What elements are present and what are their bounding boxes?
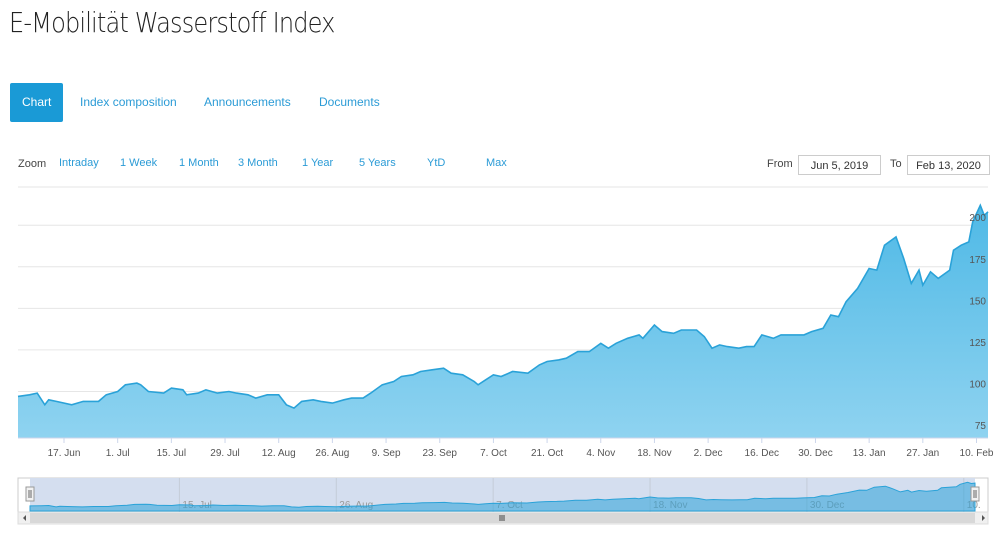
y-tick-label: 75: [975, 421, 987, 432]
zoom-option[interactable]: 3 Month: [238, 157, 278, 169]
area: [18, 205, 988, 438]
zoom-option[interactable]: 1 Month: [179, 157, 219, 169]
y-tick-label: 200: [969, 213, 986, 224]
zoom-option[interactable]: Max: [486, 157, 507, 169]
zoom-option[interactable]: 1 Week: [120, 157, 158, 169]
x-tick-label: 9. Sep: [372, 448, 401, 459]
navigator-area: [29, 481, 976, 512]
zoom-option[interactable]: 5 Years: [359, 157, 396, 169]
x-tick-label: 13. Jan: [853, 448, 886, 459]
x-tick-label: 12. Aug: [262, 448, 296, 459]
scroll-left-arrow[interactable]: [23, 515, 26, 521]
zoom-option[interactable]: YtD: [427, 157, 446, 169]
page-title: E-Mobilität Wasserstoff Index: [9, 6, 335, 39]
x-tick-label: 18. Nov: [637, 448, 671, 459]
x-tick-label: 23. Sep: [422, 448, 457, 459]
x-tick-label: 2. Dec: [694, 448, 723, 459]
zoom-option[interactable]: 1 Year: [302, 157, 334, 169]
x-tick-label: 16. Dec: [745, 448, 779, 459]
to-label: To: [890, 158, 902, 170]
tab[interactable]: Announcements: [204, 95, 291, 109]
y-tick-label: 150: [969, 296, 986, 307]
from-date-input[interactable]: Jun 5, 2019: [798, 155, 881, 175]
y-tick-label: 175: [969, 255, 986, 266]
tab[interactable]: Chart: [10, 83, 64, 122]
x-tick-label: 27. Jan: [906, 448, 939, 459]
zoom-option[interactable]: Intraday: [59, 157, 99, 169]
tab[interactable]: Documents: [319, 95, 380, 109]
line: [17, 203, 989, 410]
x-tick-label: 21. Oct: [531, 448, 563, 459]
scrollbar-grip: [499, 515, 505, 521]
navigator-handle-grip: [973, 490, 977, 498]
y-tick-label: 125: [969, 338, 986, 349]
x-tick-label: 17. Jun: [48, 448, 81, 459]
from-label: From: [767, 158, 793, 170]
x-tick-label: 4. Nov: [586, 448, 615, 459]
x-tick-label: 30. Dec: [798, 448, 832, 459]
scroll-right-arrow[interactable]: [982, 515, 985, 521]
x-tick-label: 15. Jul: [157, 448, 186, 459]
to-date-input[interactable]: Feb 13, 2020: [907, 155, 990, 175]
x-tick-label: 10. Feb: [960, 448, 994, 459]
y-tick-label: 100: [969, 379, 986, 390]
tab[interactable]: Index composition: [80, 95, 177, 109]
zoom-label: Zoom: [18, 158, 47, 170]
navigator-handle-grip: [28, 490, 32, 498]
x-tick-label: 1. Jul: [106, 448, 130, 459]
navigator-tick-label: 26. Aug: [339, 500, 373, 511]
x-tick-label: 29. Jul: [210, 448, 239, 459]
x-tick-label: 7. Oct: [480, 448, 507, 459]
navigator-handle[interactable]: [970, 486, 980, 502]
x-tick-label: 26. Aug: [315, 448, 349, 459]
navigator-handle[interactable]: [25, 486, 35, 502]
